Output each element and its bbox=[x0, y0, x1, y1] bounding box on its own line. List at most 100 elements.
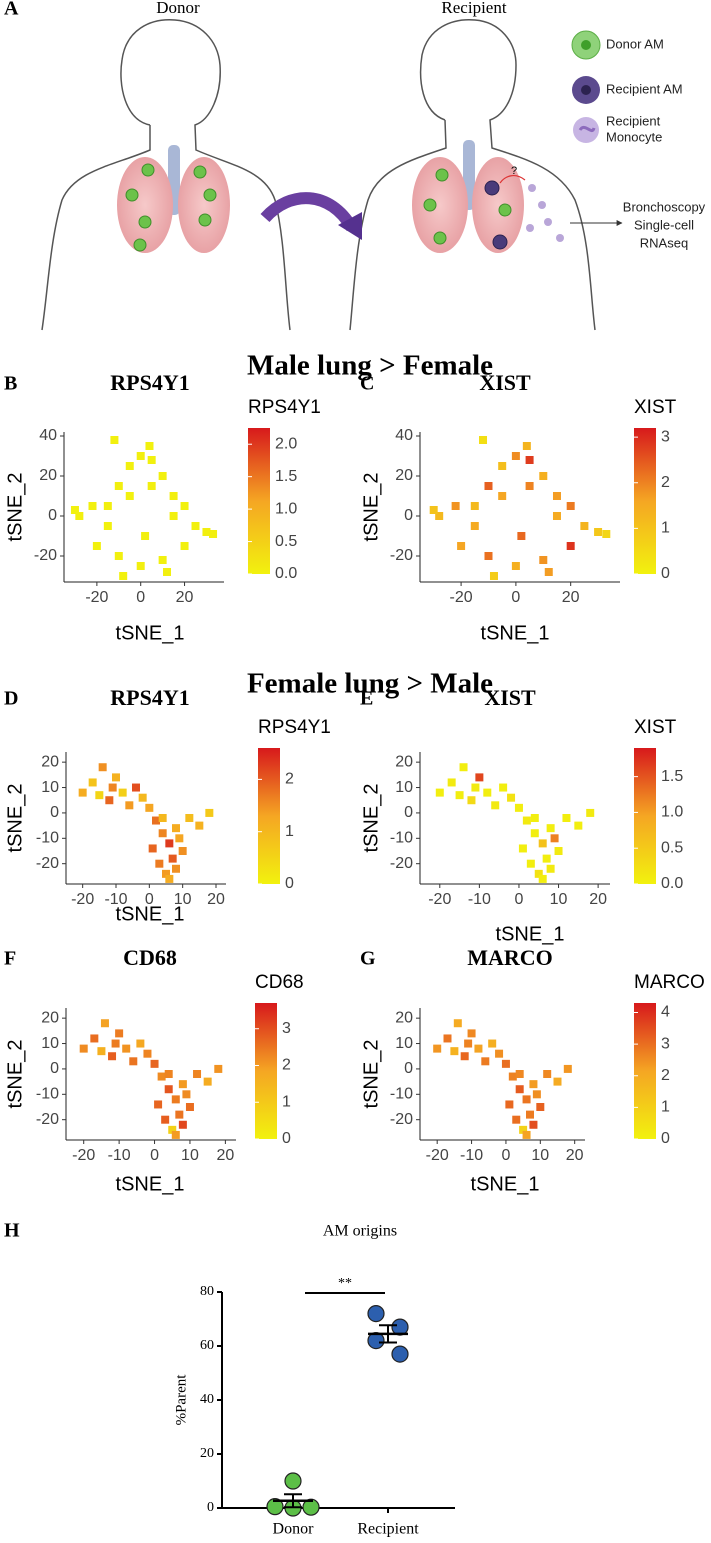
cell-point bbox=[105, 796, 114, 805]
x-tick-label: 20 bbox=[216, 1147, 234, 1164]
legend-icon bbox=[578, 125, 596, 133]
cell-point bbox=[512, 1115, 521, 1124]
cell-point bbox=[443, 1034, 452, 1043]
x-axis-label: tSNE_1 bbox=[116, 903, 185, 925]
colorbar-tick-label: 0.5 bbox=[275, 533, 297, 550]
section-heading: Female lung > Male bbox=[247, 668, 493, 700]
cell-point bbox=[562, 814, 571, 822]
x-axis-label: tSNE_1 bbox=[496, 923, 565, 945]
panel-letter: E bbox=[360, 688, 373, 710]
cell-point bbox=[552, 512, 561, 520]
x-tick-label: Recipient bbox=[357, 1521, 419, 1538]
lung bbox=[178, 157, 230, 253]
cell-point bbox=[529, 1080, 538, 1089]
cell-point bbox=[489, 572, 498, 580]
cell-point bbox=[78, 788, 87, 797]
colorbar bbox=[255, 1003, 277, 1139]
y-tick-label: 20 bbox=[39, 467, 57, 484]
cell-point bbox=[467, 1029, 476, 1038]
cell-point bbox=[138, 793, 147, 802]
chart-title: XIST bbox=[484, 685, 536, 710]
recipient-body bbox=[349, 19, 596, 331]
legend-label: Recipient AM bbox=[606, 81, 683, 96]
colorbar-tick-label: 3 bbox=[661, 428, 670, 445]
cell-point bbox=[185, 814, 194, 822]
y-tick-label: -20 bbox=[390, 547, 413, 564]
transplant-arrowhead bbox=[338, 212, 362, 240]
cell-point bbox=[530, 829, 539, 838]
cell-point bbox=[470, 502, 479, 510]
cell-point bbox=[125, 462, 134, 470]
y-tick-label: -10 bbox=[390, 1086, 413, 1103]
cell-point bbox=[526, 1110, 534, 1119]
x-axis-label: tSNE_1 bbox=[116, 1173, 185, 1195]
colorbar-tick-label: 2 bbox=[661, 474, 670, 491]
panel-letter: C bbox=[360, 373, 374, 395]
colorbar-label: RPS4Y1 bbox=[258, 717, 331, 738]
y-tick-label: -10 bbox=[36, 1086, 59, 1103]
cell-point bbox=[155, 859, 164, 868]
legend-label: Donor AM bbox=[606, 36, 664, 51]
lung bbox=[472, 157, 524, 253]
legend-icon bbox=[573, 117, 599, 143]
cell-point bbox=[75, 512, 84, 520]
cell-point bbox=[470, 522, 479, 530]
cell-point bbox=[498, 462, 507, 470]
legend-icon bbox=[581, 40, 591, 50]
cell-point bbox=[505, 1100, 514, 1109]
colorbar-tick-label: 1.0 bbox=[275, 500, 297, 517]
chart-title: RPS4Y1 bbox=[110, 685, 189, 710]
cell-point bbox=[495, 1049, 504, 1058]
cell-point bbox=[148, 844, 157, 853]
x-tick-label: 0 bbox=[511, 589, 520, 606]
cell-point bbox=[457, 542, 466, 550]
cell-point bbox=[112, 773, 120, 782]
cell-point bbox=[88, 502, 97, 510]
x-tick-label: 0 bbox=[136, 589, 145, 606]
cell-point bbox=[175, 1110, 184, 1119]
cell-point bbox=[529, 1120, 538, 1129]
cell-point bbox=[169, 512, 178, 520]
cell-point bbox=[435, 512, 444, 520]
cell-point bbox=[532, 1090, 541, 1099]
cell-point bbox=[103, 522, 112, 530]
cell-point bbox=[471, 783, 480, 792]
panel-letter: F bbox=[4, 948, 16, 970]
cell-point bbox=[522, 1130, 531, 1139]
x-axis-label: tSNE_1 bbox=[471, 1173, 540, 1195]
procedure-label: Single-cell bbox=[634, 217, 694, 232]
cell-point bbox=[519, 1125, 528, 1134]
x-tick-label: -10 bbox=[104, 891, 127, 908]
cell-point bbox=[514, 803, 523, 812]
x-tick-label: -10 bbox=[468, 891, 491, 908]
cell-point bbox=[158, 829, 167, 838]
procedure-label: RNAseq bbox=[640, 235, 688, 250]
chart-title: AM origins bbox=[323, 1223, 397, 1240]
cell-point bbox=[522, 442, 531, 450]
cell-point bbox=[464, 1039, 473, 1048]
cell-point bbox=[515, 1085, 524, 1094]
cell-point bbox=[125, 492, 134, 500]
x-tick-label: 0 bbox=[145, 891, 154, 908]
cell-point bbox=[525, 456, 534, 464]
y-tick-label: 20 bbox=[395, 467, 413, 484]
y-tick-label: 20 bbox=[41, 753, 59, 770]
y-tick-label: 0 bbox=[404, 507, 413, 524]
cell-point bbox=[501, 1059, 510, 1068]
y-axis-label: tSNE_2 bbox=[4, 473, 26, 542]
y-tick-label: 20 bbox=[41, 1009, 59, 1026]
colorbar-tick-label: 1.5 bbox=[661, 768, 683, 785]
y-axis-label: tSNE_2 bbox=[4, 784, 26, 853]
cell-point bbox=[474, 1044, 483, 1053]
cell-point bbox=[108, 783, 117, 792]
x-tick-label: 10 bbox=[174, 891, 192, 908]
cell-point bbox=[158, 472, 167, 480]
cell-point bbox=[546, 864, 555, 873]
cell-point bbox=[455, 791, 464, 800]
cell-point bbox=[499, 783, 508, 792]
cell-point bbox=[132, 783, 140, 792]
data-point bbox=[367, 1304, 385, 1323]
cell-point bbox=[171, 1130, 180, 1139]
colorbar bbox=[258, 748, 280, 884]
recipient-cells bbox=[484, 180, 508, 250]
